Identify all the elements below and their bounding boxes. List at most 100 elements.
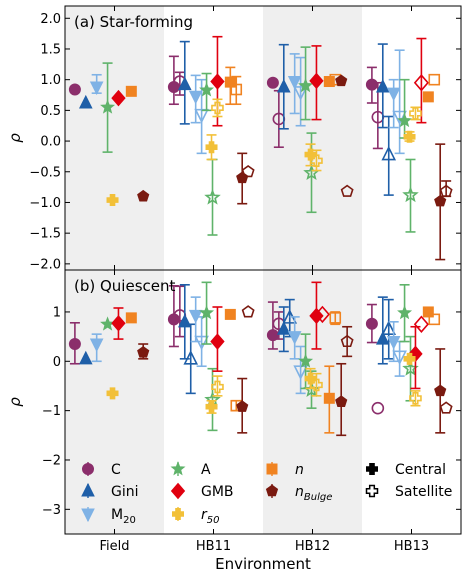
point-r50-satellite [409,391,422,405]
point-M20-satellite [194,335,209,351]
point-A-central [100,316,116,331]
point-M20-central [287,76,302,90]
point-A-central [199,305,215,320]
legend-label-A: A [201,462,211,478]
point-M20-central [287,331,302,345]
legend-label-sub: 20 [123,515,136,526]
point-Gini-central [276,321,291,335]
legend-label-sub: 50 [207,515,220,526]
legend-label-main: GMB [201,484,234,500]
panel-bottom: −3 −2 −1 0 1 (b) Quiescent ρ [6,269,462,535]
ytick-label: −2 [42,453,61,468]
point-n-satellite [329,312,342,324]
legend-label-main: r [201,507,208,523]
legend-marker-central [366,463,378,475]
legend-marker-Gini [81,482,95,497]
legend-label-main: C [111,462,121,478]
point-nBulge-central [335,74,348,87]
point-Gini-central [78,94,93,109]
point-C-central [365,78,378,91]
point-nBulge-satellite [439,401,453,414]
legend-label-sub: Bulge [304,492,332,503]
legend-label-r50: r50 [201,507,220,526]
point-r50-satellite [211,101,224,115]
point-A-central [199,82,215,97]
point-M20-central [188,90,203,105]
point-M20-satellite [293,86,308,101]
x-axis-label: Environment [215,555,311,573]
point-A-central [100,99,116,114]
point-nBulge-satellite [340,334,354,348]
shaded-band-field [65,270,164,534]
point-A-central [298,353,314,368]
point-Gini-central [177,76,192,91]
point-r50-central [304,148,317,161]
point-GMB-satellite [314,305,330,324]
legend-label-main: n [295,462,304,478]
ytick-label: 1.0 [40,73,61,88]
point-n-central [125,85,137,97]
point-Gini-satellite [381,145,397,161]
point-GMB-central [111,315,126,332]
point-M20-satellite [293,365,308,380]
point-M20-central [89,81,104,96]
point-nBulge-central [434,194,447,207]
point-nBulge-central [434,384,447,397]
point-r50-central [106,194,119,207]
point-n-satellite [428,313,441,326]
legend-marker-GMB [170,482,186,500]
point-nBulge-central [137,189,150,202]
ytick-label: −3 [42,503,61,518]
point-A-central [397,112,413,128]
ytick-label: 2.0 [40,12,61,27]
point-M20-central [386,336,401,350]
legend: C Gini M20 A GMB r50 n nBulge Central Satellite [81,461,452,526]
point-GMB-satellite [413,74,429,92]
legend-marker-A [170,461,186,476]
point-nBulge-central [236,171,249,184]
legend-label-main: Satellite [395,484,452,500]
xtick-label-hb12: HB12 [295,539,330,554]
legend-label-n: n [295,462,304,478]
point-nBulge-satellite [241,305,255,318]
point-nBulge-central [137,345,150,358]
point-nBulge-satellite [340,184,354,197]
ytick-label: 1.5 [40,42,61,57]
point-r50-satellite [409,107,422,120]
point-M20-satellite [392,350,407,366]
shaded-band-field [65,6,164,270]
legend-label-M20: M20 [111,507,136,526]
point-r50-central [205,141,218,154]
panel-label: (b) Quiescent [74,277,176,295]
point-GMB-central [210,73,225,90]
ytick-label: 0 [53,355,61,370]
ytick-label: 0.5 [40,104,61,119]
point-C-satellite [371,401,385,415]
point-M20-central [386,87,401,102]
point-n-central [422,91,434,103]
point-nBulge-satellite [241,164,255,178]
legend-marker-r50 [172,508,184,520]
xtick-label-hb13: HB13 [394,539,429,554]
ytick-label: −1.0 [29,196,61,211]
legend-marker-n [266,463,278,475]
point-M20-central [89,338,104,353]
legend-label-nBulge: nBulge [295,484,332,503]
legend-label-main: Central [395,462,446,478]
legend-marker-satellite [365,484,379,498]
point-Gini-satellite [183,350,199,365]
point-Gini-central [78,350,93,365]
legend-label-Gini: Gini [111,484,139,500]
point-r50-central [403,130,416,143]
point-n-central [323,76,335,88]
ytick-label: −2.0 [29,257,61,272]
point-C-central [266,76,279,89]
legend-label-satellite: Satellite [395,484,452,500]
point-n-satellite [428,73,441,86]
point-A-central [298,77,314,93]
legend-label-central: Central [395,462,446,478]
panel-label: (a) Star-forming [74,13,193,31]
point-GMB-central [111,89,126,107]
point-n-central [323,392,335,404]
point-M20-satellite [392,110,407,126]
